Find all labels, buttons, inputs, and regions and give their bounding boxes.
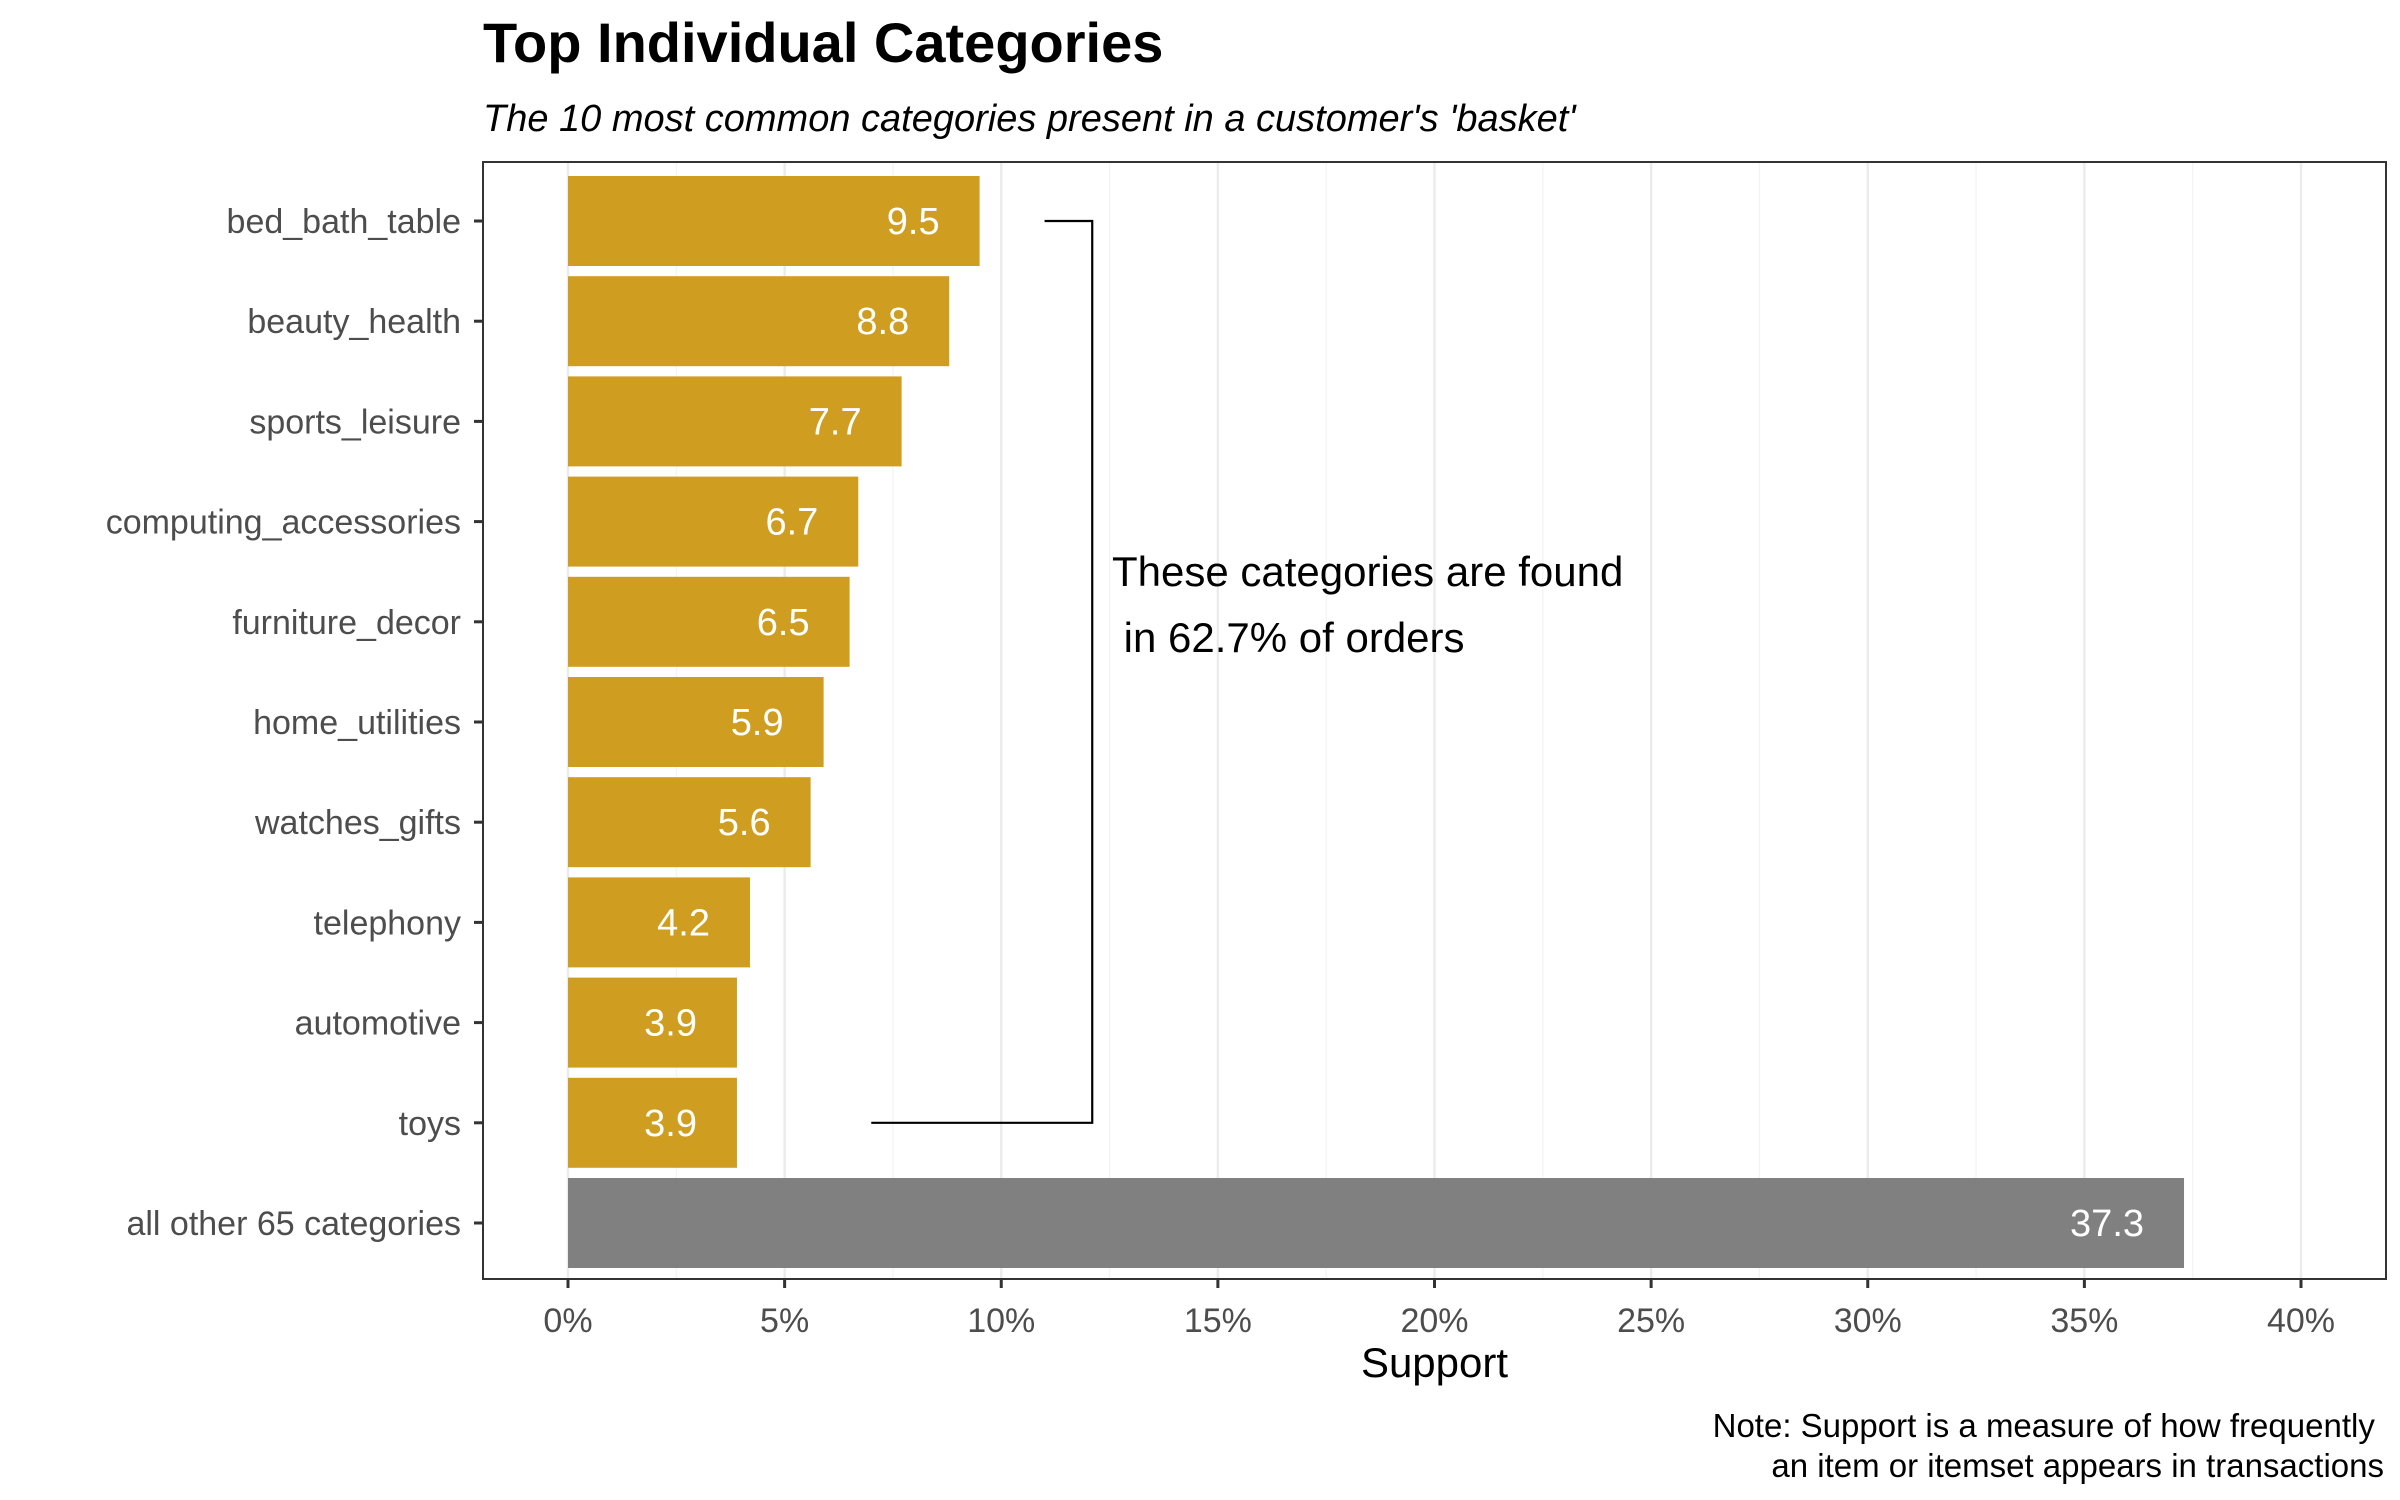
bar-value-label: 3.9 — [644, 1003, 697, 1045]
annotation-bracket — [871, 219, 1094, 1124]
bar-automotive — [568, 977, 737, 1068]
bar-value-label: 9.5 — [887, 201, 940, 243]
x-tick-label: 20% — [1400, 1302, 1468, 1340]
annotation-text-line: in 62.7% of orders — [1112, 614, 1465, 661]
y-tick-label: automotive — [295, 1005, 461, 1043]
y-tick-label: toys — [399, 1105, 461, 1143]
chart-title: Top Individual Categories — [483, 11, 1163, 74]
bar-value-label: 5.9 — [731, 702, 784, 744]
bar-beauty-health — [568, 276, 950, 367]
y-tick-label: sports_leisure — [249, 403, 461, 441]
bar-value-label: 4.2 — [657, 902, 710, 944]
bar-watches-gifts — [568, 777, 811, 868]
y-tick-label: computing_accessories — [106, 504, 461, 542]
bar-toys — [568, 1077, 737, 1168]
bar-value-label: 6.5 — [757, 602, 810, 644]
y-tick-label: all other 65 categories — [126, 1205, 461, 1243]
x-axis: 0% 5% 10% 15% 20% 25% 30% 35% 40% — [543, 1279, 2335, 1340]
y-axis: bed_bath_table beauty_health sports_leisur… — [106, 203, 483, 1243]
bars: 9.5 8.8 7.7 6.7 6.5 5.9 5.6 4.2 3.9 3.9 37.3 — [568, 176, 2185, 1268]
note-line: Note: Support is a measure of how freque… — [1713, 1407, 2384, 1444]
x-tick-label: 25% — [1617, 1302, 1685, 1340]
bar-bed-bath-table — [568, 176, 980, 266]
bar-computing-accessories — [568, 476, 859, 567]
x-tick-label: 35% — [2050, 1302, 2118, 1340]
y-tick-label: telephony — [314, 904, 461, 942]
bar-value-label: 7.7 — [809, 401, 862, 443]
bar-telephony — [568, 877, 750, 968]
y-tick-label: watches_gifts — [254, 804, 461, 842]
x-tick-label: 0% — [543, 1302, 592, 1340]
bar-home-utilities — [568, 677, 824, 767]
y-tick-label: beauty_health — [247, 303, 461, 341]
bar-furniture-decor — [568, 576, 850, 667]
x-axis-title: Support — [1361, 1339, 1508, 1386]
x-tick-label: 15% — [1184, 1302, 1252, 1340]
bar-value-label: 8.8 — [856, 301, 909, 343]
bar-sports-leisure — [568, 376, 902, 467]
y-tick-label: furniture_decor — [232, 604, 461, 642]
chart-subtitle: The 10 most common categories present in… — [483, 98, 1577, 140]
note-line: an item or itemset appears in transactio… — [1771, 1447, 2384, 1484]
bar-value-label: 37.3 — [2070, 1203, 2144, 1245]
annotation-text-line: These categories are found — [1112, 548, 1623, 595]
bar-value-label: 5.6 — [718, 802, 771, 844]
bar-value-label: 6.7 — [765, 502, 818, 544]
annotation: These categories are found in 62.7% of o… — [871, 219, 1623, 1124]
note: Note: Support is a measure of how freque… — [1713, 1407, 2384, 1484]
y-tick-label: bed_bath_table — [227, 203, 461, 241]
bar-all-other-65-categories — [568, 1178, 2185, 1268]
x-tick-label: 30% — [1834, 1302, 1902, 1340]
y-tick-label: home_utilities — [253, 704, 461, 742]
bar-value-label: 3.9 — [644, 1103, 697, 1145]
x-tick-label: 40% — [2267, 1302, 2335, 1340]
x-tick-label: 5% — [760, 1302, 809, 1340]
x-tick-label: 10% — [967, 1302, 1035, 1340]
